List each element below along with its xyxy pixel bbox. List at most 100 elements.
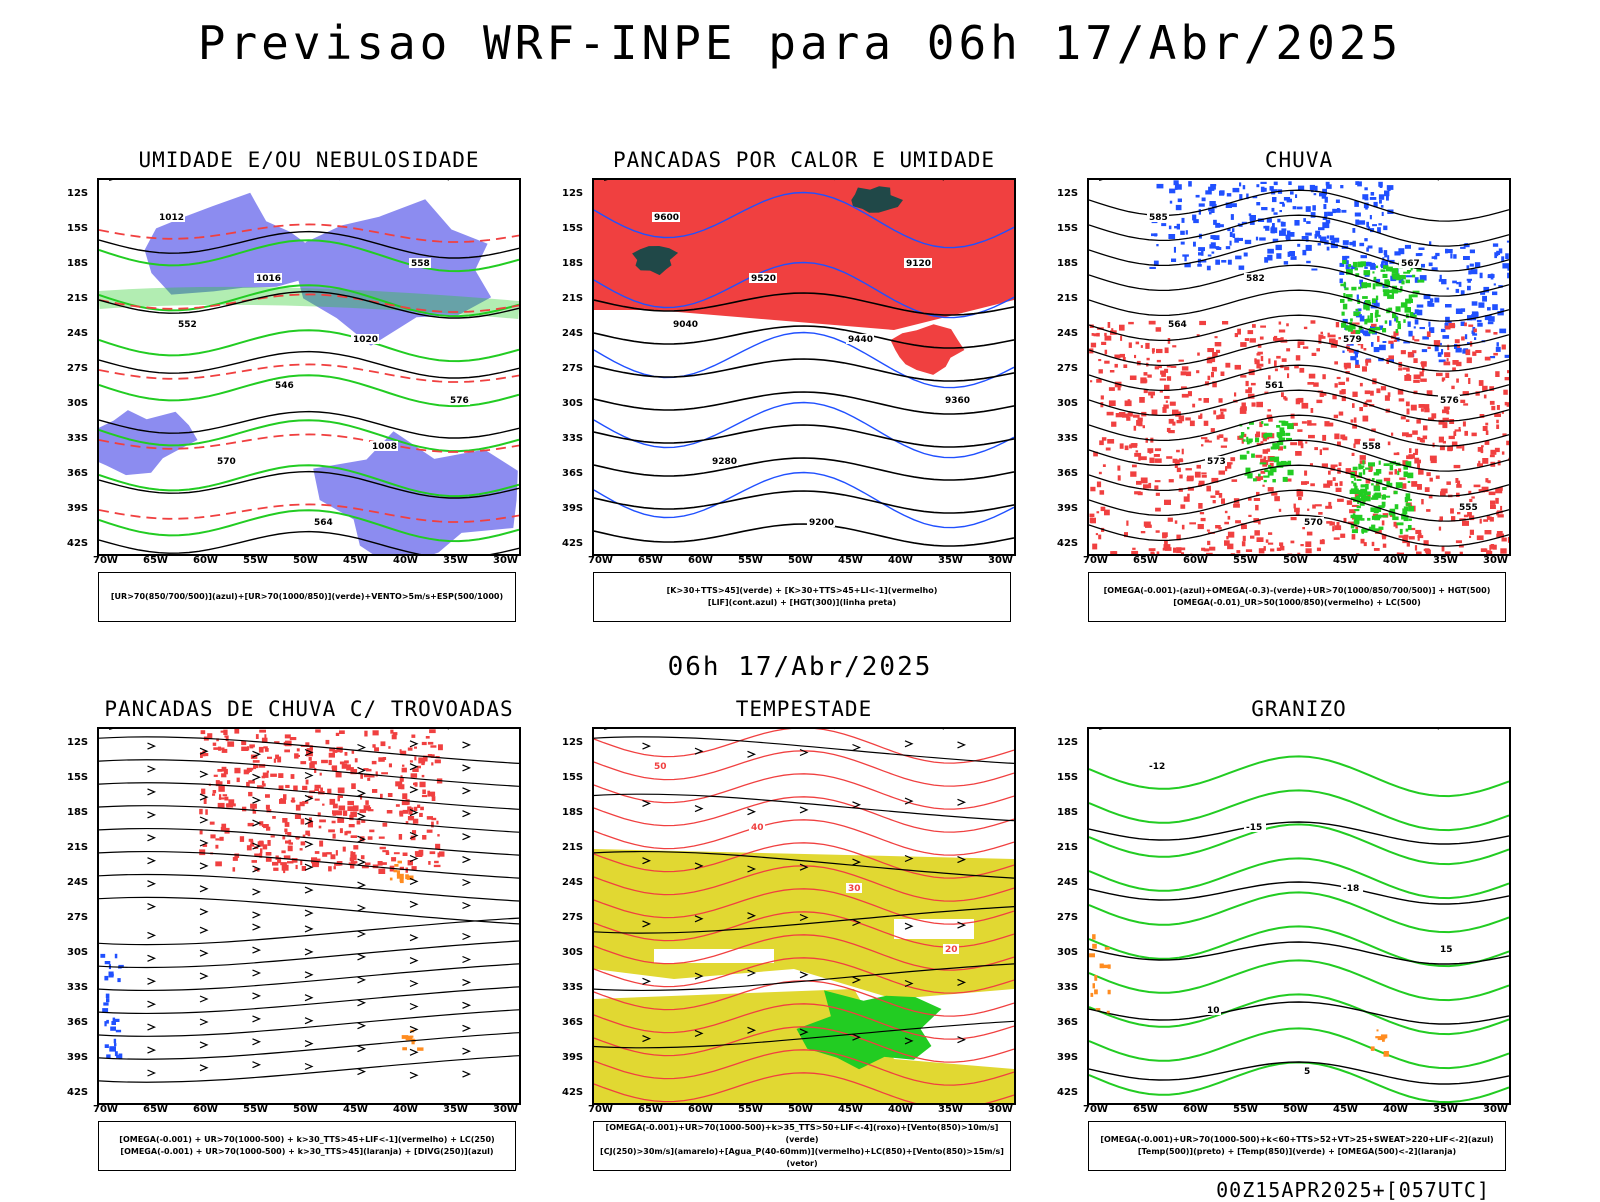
humidity-low-levels: [99, 330, 519, 361]
lon-tick-label: 30W: [493, 1104, 518, 1115]
legend-line: [UR>70(850/700/500)](azul)+[UR>70(1000/8…: [111, 591, 503, 603]
lon-tick-label: 50W: [1283, 1104, 1308, 1115]
panel-title: UMIDADE E/OU NEBULOSIDADE: [97, 148, 521, 172]
lat-tick-label: 30S: [562, 398, 583, 409]
lon-tick-label: 45W: [838, 555, 863, 566]
lon-tick-label: 70W: [93, 555, 118, 566]
lat-tick-label: 27S: [67, 363, 88, 374]
lat-tick-label: 42S: [67, 1087, 88, 1098]
legend-line: [OMEGA(-0.001)-(azul)+OMEGA(-0.3)-(verde…: [1104, 585, 1491, 597]
lat-tick-label: 12S: [1057, 188, 1078, 199]
lat-tick-label: 39S: [562, 503, 583, 514]
legend-line: [OMEGA(-0.001)+UR>70(1000-500)+k>35_TTS>…: [594, 1122, 1010, 1146]
lat-tick-label: 36S: [67, 1017, 88, 1028]
lat-tick-label: 24S: [1057, 877, 1078, 888]
lat-tick-label: 21S: [1057, 842, 1078, 853]
lat-tick-label: 18S: [67, 258, 88, 269]
lon-tick-label: 35W: [1433, 1104, 1458, 1115]
lifted-index-contour: [594, 403, 1014, 458]
lon-tick-label: 35W: [938, 1104, 963, 1115]
lon-tick-label: 40W: [393, 555, 418, 566]
lat-tick-label: 24S: [67, 328, 88, 339]
divergence-area: [100, 954, 123, 1060]
lon-tick-label: 40W: [393, 1104, 418, 1115]
lon-tick-label: 40W: [888, 555, 913, 566]
lon-tick-label: 55W: [738, 555, 763, 566]
lat-tick-label: 18S: [1057, 258, 1078, 269]
lat-tick-label: 42S: [67, 538, 88, 549]
svg-text:9280: 9280: [712, 457, 737, 467]
svg-text:570: 570: [1304, 518, 1323, 528]
forecast-map: [97, 727, 521, 1105]
panel-legend: [OMEGA(-0.001) + UR>70(1000-500) + k>30_…: [98, 1121, 516, 1171]
lat-tick-label: 42S: [562, 1087, 583, 1098]
panel-title: CHUVA: [1087, 148, 1511, 172]
lat-tick-label: 18S: [1057, 807, 1078, 818]
svg-text:567: 567: [1401, 259, 1420, 269]
svg-text:579: 579: [1343, 335, 1362, 345]
main-title: Previsao WRF-INPE para 06h 17/Abr/2025: [0, 16, 1600, 70]
lat-tick-label: 42S: [1057, 1087, 1078, 1098]
lon-tick-label: 40W: [1383, 1104, 1408, 1115]
svg-text:30: 30: [848, 884, 861, 894]
legend-line: [OMEGA(-0.001)+UR>70(1000-500)+k<60+TTS>…: [1100, 1134, 1493, 1146]
height-500-contour: [1089, 365, 1509, 396]
svg-text:1008: 1008: [372, 442, 397, 452]
height-300-contour: [594, 359, 1014, 381]
streamlines-250: [99, 737, 519, 1082]
lon-tick-label: 55W: [243, 555, 268, 566]
lat-tick-label: 21S: [562, 293, 583, 304]
lat-tick-label: 24S: [562, 877, 583, 888]
lon-tick-label: 40W: [888, 1104, 913, 1115]
lon-tick-label: 50W: [788, 555, 813, 566]
lon-tick-label: 55W: [1233, 555, 1258, 566]
panel-legend: [OMEGA(-0.001)-(azul)+OMEGA(-0.3)-(verde…: [1088, 572, 1506, 622]
lat-tick-label: 15S: [562, 772, 583, 783]
lon-tick-label: 30W: [1483, 555, 1508, 566]
svg-text:-18: -18: [1343, 884, 1359, 894]
legend-line: [Temp(500)](preto) + [Temp(850)](verde) …: [1138, 1146, 1456, 1158]
legend-line: [OMEGA(-0.001) + UR>70(1000-500) + k>30_…: [119, 1134, 494, 1146]
lat-tick-label: 12S: [562, 737, 583, 748]
lat-tick-label: 33S: [67, 433, 88, 444]
panel-legend: [UR>70(850/700/500)](azul)+[UR>70(1000/8…: [98, 572, 516, 622]
lat-tick-label: 30S: [67, 398, 88, 409]
lat-tick-label: 12S: [1057, 737, 1078, 748]
lon-tick-label: 30W: [988, 1104, 1013, 1115]
lon-tick-label: 70W: [588, 555, 613, 566]
lon-tick-label: 45W: [1333, 555, 1358, 566]
temperature-500-contour: [1089, 1002, 1509, 1024]
lon-tick-label: 70W: [588, 1104, 613, 1115]
svg-text:582: 582: [1246, 274, 1265, 284]
lat-tick-label: 42S: [562, 538, 583, 549]
panel-legend: [OMEGA(-0.001)+UR>70(1000-500)+k<60+TTS>…: [1088, 1121, 1506, 1171]
svg-text:561: 561: [1265, 381, 1284, 391]
lat-tick-label: 33S: [562, 433, 583, 444]
lat-tick-label: 15S: [67, 223, 88, 234]
lon-tick-label: 45W: [343, 1104, 368, 1115]
lat-tick-label: 36S: [562, 468, 583, 479]
lon-tick-label: 60W: [1183, 1104, 1208, 1115]
lat-tick-label: 39S: [562, 1052, 583, 1063]
lon-tick-label: 55W: [738, 1104, 763, 1115]
lat-tick-label: 30S: [67, 947, 88, 958]
legend-line: [K>30+TTS>45](verde) + [K>30+TTS>45+LI<-…: [667, 585, 938, 597]
lat-tick-label: 15S: [1057, 772, 1078, 783]
svg-text:-12: -12: [1149, 762, 1165, 772]
run-info: 00Z15APR2025+[057UTC]: [1216, 1178, 1490, 1202]
lat-tick-label: 21S: [1057, 293, 1078, 304]
lat-tick-label: 39S: [1057, 1052, 1078, 1063]
lon-tick-label: 45W: [1333, 1104, 1358, 1115]
svg-text:555: 555: [1459, 503, 1478, 513]
svg-text:9520: 9520: [751, 274, 776, 284]
lat-tick-label: 27S: [562, 912, 583, 923]
lat-tick-label: 36S: [67, 468, 88, 479]
lon-tick-label: 55W: [243, 1104, 268, 1115]
lat-tick-label: 24S: [562, 328, 583, 339]
humidity-mid-levels: [145, 193, 317, 295]
svg-text:9040: 9040: [673, 320, 698, 330]
legend-line: [OMEGA(-0.001) + UR>70(1000-500) + k>30_…: [120, 1146, 493, 1158]
